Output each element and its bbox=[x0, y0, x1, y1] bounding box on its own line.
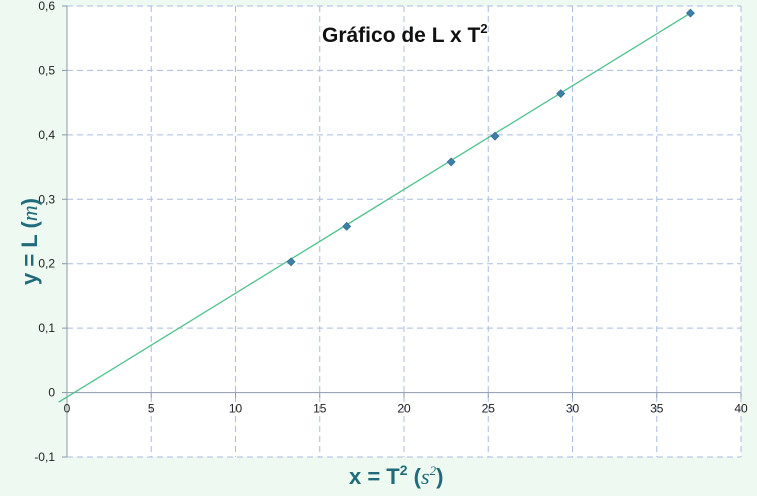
chart-title: Gráfico de L x T2 bbox=[322, 21, 488, 47]
x-tick-label: 40 bbox=[734, 402, 748, 416]
y-tick-label: 0,2 bbox=[38, 257, 55, 271]
x-axis-title-sup: 2 bbox=[400, 462, 408, 478]
chart-title-superscript: 2 bbox=[480, 21, 487, 36]
data-point bbox=[686, 8, 695, 18]
x-axis-title-main: x = T bbox=[349, 464, 400, 489]
x-tick-label: 10 bbox=[229, 402, 243, 416]
data-point bbox=[490, 131, 500, 141]
x-tick-label: 25 bbox=[482, 402, 496, 416]
trendline bbox=[58, 12, 691, 403]
y-tick-label: 0,1 bbox=[38, 321, 55, 335]
x-axis-unit-sup: 2 bbox=[430, 463, 437, 478]
chart-title-text: Gráfico de L x T bbox=[322, 24, 480, 47]
x-tick-label: 5 bbox=[148, 402, 155, 416]
x-tick-label: 30 bbox=[566, 402, 580, 416]
x-axis-title-open: ( bbox=[408, 464, 422, 489]
axes bbox=[62, 5, 742, 458]
x-tick-label: 0 bbox=[64, 402, 71, 416]
x-tick-label: 15 bbox=[313, 402, 327, 416]
y-tick-label: 0,4 bbox=[38, 128, 55, 142]
x-axis-title: x = T2 (s2) bbox=[349, 462, 443, 489]
x-axis-unit: s bbox=[421, 464, 430, 489]
y-tick-label: 0,5 bbox=[38, 63, 55, 77]
tick-labels: 0 5 10 15 20 25 30 35 40 -0,1 0 0,1 0,2 0,3 0,4 0,5 0,6 bbox=[34, 0, 748, 464]
y-tick-label: -0,1 bbox=[34, 450, 55, 464]
y-axis-unit: m bbox=[17, 205, 42, 221]
y-axis-title-close: ) bbox=[17, 198, 42, 205]
y-axis-title-main: y = L ( bbox=[17, 221, 42, 285]
trendline-layer bbox=[58, 12, 691, 403]
y-tick-label: 0,3 bbox=[38, 192, 55, 206]
grid bbox=[67, 5, 742, 458]
y-tick-label: 0 bbox=[48, 386, 55, 400]
x-axis-title-close: ) bbox=[436, 464, 443, 489]
data-point bbox=[446, 157, 456, 167]
y-tick-label: 0,6 bbox=[38, 0, 55, 13]
x-tick-label: 20 bbox=[397, 402, 411, 416]
x-tick-label: 35 bbox=[650, 402, 664, 416]
data-point bbox=[286, 257, 296, 267]
y-axis-title: y = L (m) bbox=[17, 198, 42, 285]
data-point bbox=[556, 89, 566, 99]
data-points bbox=[286, 8, 695, 267]
data-point bbox=[342, 221, 352, 231]
